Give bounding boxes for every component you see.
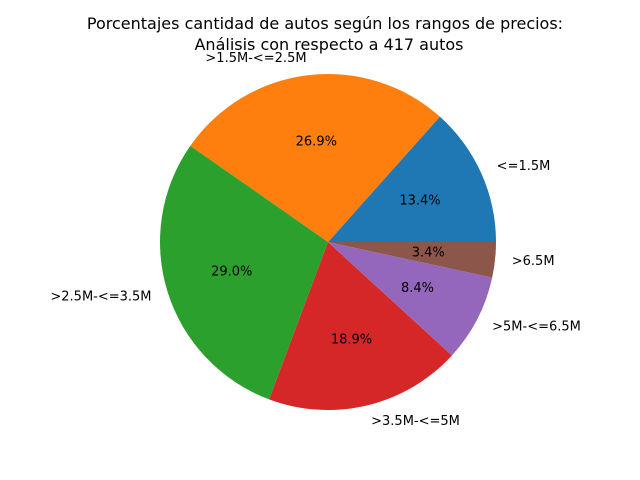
category-labels: <=1.5M >1.5M-<=2.5M >2.5M-<=3.5M >3.5M-<=5M… bbox=[50, 51, 580, 429]
percent-label-le-1p5m: 13.4% bbox=[399, 193, 440, 208]
pie-slice-gt-6p5m bbox=[328, 242, 496, 278]
category-label-gt-3p5m-le-5m: >3.5M-<=5M bbox=[371, 414, 460, 429]
pie-slice-gt-5m-le-6p5m bbox=[328, 242, 493, 356]
pie-slice-le-1p5m bbox=[328, 116, 496, 242]
percent-label-gt-1p5m-le-2p5m: 26.9% bbox=[296, 134, 337, 149]
category-label-gt-5m-le-6p5m: >5M-<=6.5M bbox=[492, 319, 581, 334]
percent-label-gt-6p5m: 3.4% bbox=[412, 245, 445, 260]
pie-slice-gt-2p5m-le-3p5m bbox=[160, 145, 328, 400]
percent-label-gt-5m-le-6p5m: 8.4% bbox=[401, 281, 434, 296]
pie-slice-gt-3p5m-le-5m bbox=[269, 242, 452, 411]
category-label-le-1p5m: <=1.5M bbox=[497, 159, 551, 174]
category-label-gt-2p5m-le-3p5m: >2.5M-<=3.5M bbox=[50, 289, 151, 304]
percent-labels: 13.4% 26.9% 29.0% 18.9% 8.4% 3.4% bbox=[211, 134, 445, 347]
pie-slices bbox=[160, 73, 496, 411]
category-label-gt-6p5m: >6.5M bbox=[512, 254, 555, 269]
percent-label-gt-3p5m-le-5m: 18.9% bbox=[331, 333, 372, 348]
chart-title-line-2: Análisis con respecto a 417 autos bbox=[194, 35, 463, 54]
category-label-gt-1p5m-le-2p5m: >1.5M-<=2.5M bbox=[205, 51, 306, 66]
pie-slice-gt-1p5m-le-2p5m bbox=[190, 73, 440, 242]
percent-label-gt-2p5m-le-3p5m: 29.0% bbox=[211, 264, 252, 279]
chart-title-line-1: Porcentajes cantidad de autos según los … bbox=[87, 14, 563, 33]
